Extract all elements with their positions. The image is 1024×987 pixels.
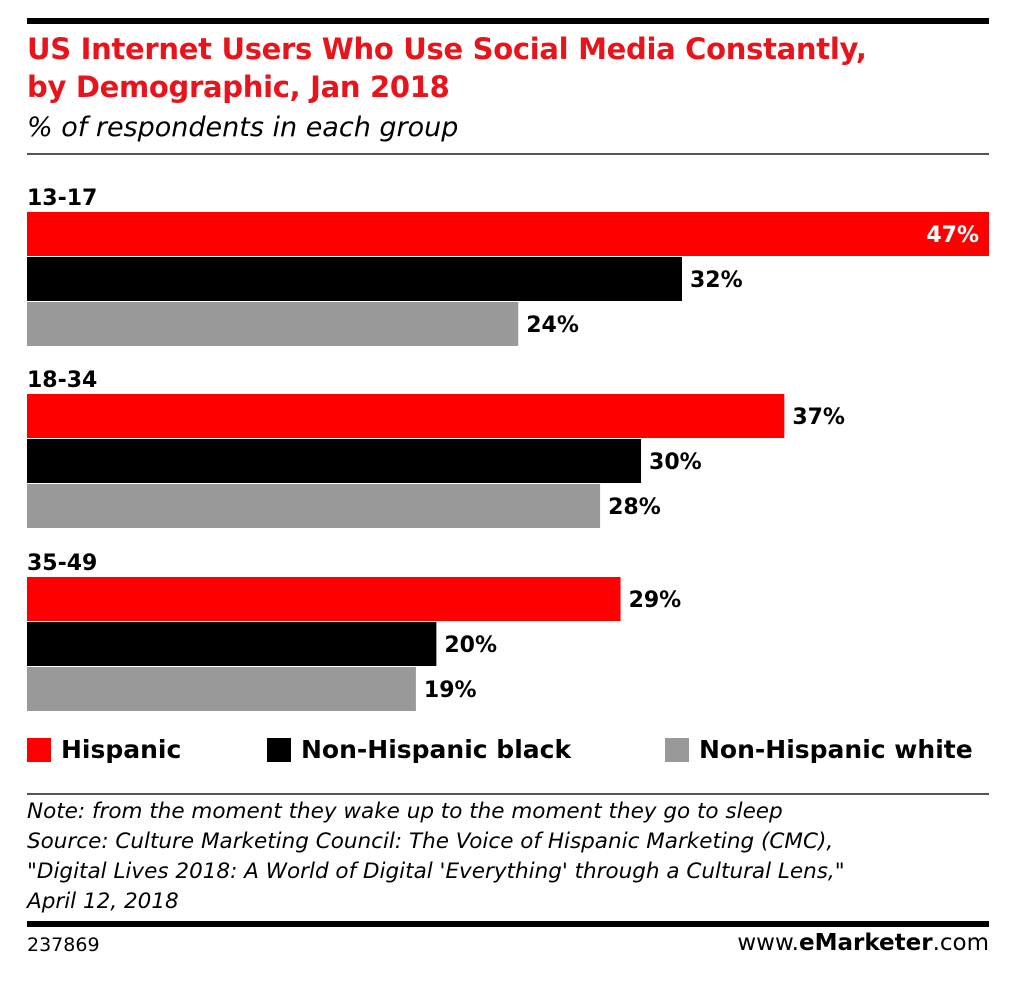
value-label-hispanic-13-17: 47% [926,223,979,248]
bar-non-hispanic-white-18-34 [27,484,601,528]
chart-title-line-1: US Internet Users Who Use Social Media C… [27,32,867,66]
bar-hispanic-13-17 [27,212,989,256]
value-label-non-hispanic-white-18-34: 28% [608,495,661,520]
source-line: "Digital Lives 2018: A World of Digital … [27,859,845,884]
chart-legend: Hispanic Non-Hispanic black Non-Hispanic… [27,735,989,775]
legend-label-non-hispanic-white: Non-Hispanic white [699,735,973,764]
bar-hispanic-18-34 [27,394,785,438]
value-label-hispanic-18-34: 37% [792,405,845,430]
category-label-18-34: 18-34 [27,368,97,393]
legend-label-non-hispanic-black: Non-Hispanic black [301,735,572,764]
bar-non-hispanic-white-35-49 [27,667,416,711]
category-label-13-17: 13-17 [27,186,97,211]
chart-title: US Internet Users Who Use Social Media C… [27,30,989,106]
bar-non-hispanic-white-13-17 [27,302,519,346]
brand-name: eMarketer [798,930,933,956]
legend-swatch-hispanic [27,737,51,762]
legend-item-non-hispanic-white: Non-Hispanic white [665,735,973,764]
bar-hispanic-35-49 [27,577,621,621]
source-line: Source: Culture Marketing Council: The V… [27,829,834,854]
value-label-hispanic-35-49: 29% [629,588,682,613]
value-label-non-hispanic-white-13-17: 24% [526,313,579,338]
category-label-35-49: 35-49 [27,551,97,576]
top-rule [27,18,989,24]
note-line: Note: from the moment they wake up to th… [27,799,783,824]
bar-chart: 13-17 47% 32% 24% 18-34 37% 30% 28% 35-49 29% 20% 1… [27,186,989,711]
bar-non-hispanic-black-13-17 [27,257,682,301]
chart-id: 237869 [27,934,100,956]
legend-label-hispanic: Hispanic [61,735,182,764]
legend-item-non-hispanic-black: Non-Hispanic black [267,735,571,764]
value-label-non-hispanic-black-35-49: 20% [444,633,497,658]
brand-suffix: .com [932,930,989,956]
value-label-non-hispanic-black-18-34: 30% [649,450,702,475]
legend-item-hispanic: Hispanic [27,735,181,764]
chart-subtitle: % of respondents in each group [27,112,459,143]
legend-swatch-non-hispanic-white [665,737,689,762]
brand-url[interactable]: www.eMarketer.com [737,930,989,956]
brand-prefix: www. [737,930,799,956]
note-divider [27,793,989,795]
bar-non-hispanic-black-35-49 [27,622,437,666]
legend-swatch-non-hispanic-black [267,737,291,762]
chart-notes: Note: from the moment they wake up to th… [27,797,989,917]
value-label-non-hispanic-black-13-17: 32% [690,268,743,293]
bar-non-hispanic-black-18-34 [27,439,642,483]
value-label-non-hispanic-white-35-49: 19% [424,678,477,703]
bottom-rule [27,921,989,927]
subtitle-divider [27,153,989,155]
source-date-line: April 12, 2018 [27,889,179,914]
chart-title-line-2: by Demographic, Jan 2018 [27,70,450,104]
